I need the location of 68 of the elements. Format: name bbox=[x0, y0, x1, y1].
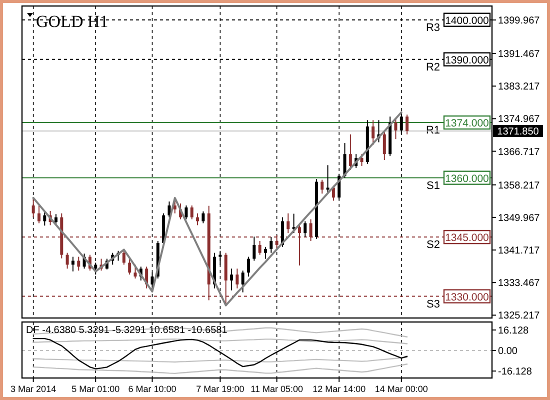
candlestick bbox=[168, 200, 171, 218]
annotation: 1374.000 bbox=[445, 118, 490, 130]
candlestick bbox=[326, 164, 330, 194]
candlestick bbox=[372, 120, 375, 146]
y-tick-label: 1325.217 bbox=[498, 310, 540, 322]
ref-line-label: 1371.850 bbox=[497, 126, 540, 138]
candlestick bbox=[348, 134, 352, 170]
annotation: 1390.000 bbox=[445, 54, 490, 66]
candlestick bbox=[66, 252, 69, 270]
candlestick bbox=[37, 204, 40, 224]
annotation: 1345.000 bbox=[445, 232, 490, 244]
candlestick bbox=[184, 204, 188, 220]
y-tick-label: -16.128 bbox=[498, 366, 532, 378]
annotation: 1330.000 bbox=[445, 291, 490, 304]
candlestick bbox=[406, 114, 409, 135]
chart-title: GOLD H1 bbox=[36, 12, 108, 31]
ref-line-label: R3 bbox=[426, 22, 440, 34]
x-tick-label: 12 Mar 14:00 bbox=[312, 384, 366, 394]
line-series bbox=[32, 364, 408, 374]
x-tick-label: 3 Mar 2014 bbox=[10, 384, 56, 394]
candlestick bbox=[236, 268, 239, 289]
x-tick-label: 11 Mar 05:00 bbox=[250, 384, 304, 394]
candlestick bbox=[247, 256, 250, 278]
x-tick-label: 7 Mar 19:00 bbox=[196, 384, 244, 394]
chart-title: DF -4.6380 5.3291 -5.3291 10.6581 -10.6581 bbox=[26, 325, 228, 336]
candlestick bbox=[320, 179, 324, 194]
y-tick-label: 1366.717 bbox=[498, 146, 540, 158]
line-series bbox=[32, 111, 402, 306]
candlestick bbox=[360, 154, 364, 166]
y-tick-label: 0.00 bbox=[498, 346, 518, 358]
y-tick-label: 1358.217 bbox=[498, 180, 540, 192]
candlestick bbox=[230, 268, 234, 291]
candlestick bbox=[134, 264, 137, 280]
candlestick bbox=[77, 256, 80, 272]
candlestick bbox=[32, 197, 35, 218]
annotation: 1400.000 bbox=[445, 14, 490, 27]
candlestick bbox=[241, 270, 244, 293]
y-tick-label: 1349.967 bbox=[498, 212, 540, 224]
y-tick-label: 1341.717 bbox=[498, 246, 540, 257]
x-tick-label: 14 Mar 00:00 bbox=[374, 384, 428, 394]
candlestick bbox=[382, 130, 386, 161]
x-tick-label: 5 Mar 01:00 bbox=[72, 384, 120, 394]
candlestick bbox=[264, 246, 267, 260]
y-tick-label: 1374.967 bbox=[498, 114, 540, 126]
candlestick bbox=[258, 240, 262, 256]
candlestick bbox=[71, 256, 74, 272]
candlestick bbox=[202, 210, 205, 224]
y-tick-label: 1333.467 bbox=[498, 278, 540, 290]
ref-line-label: S2 bbox=[426, 239, 440, 252]
y-tick-label: 16.128 bbox=[498, 325, 530, 336]
candlestick bbox=[270, 236, 273, 254]
ref-line-label: S1 bbox=[426, 180, 440, 192]
y-tick-label: 1391.467 bbox=[498, 49, 540, 60]
annotation: 1360.000 bbox=[445, 172, 490, 185]
ref-line-label: S3 bbox=[426, 298, 440, 310]
x-tick-label: 6 Mar 10:00 bbox=[128, 384, 176, 394]
candlestick bbox=[43, 210, 46, 226]
candlestick bbox=[252, 236, 256, 262]
candlestick bbox=[394, 118, 398, 140]
candlestick bbox=[286, 212, 290, 234]
ref-line-label: R2 bbox=[426, 61, 440, 74]
y-tick-label: 1383.217 bbox=[498, 82, 540, 93]
y-tick-label: 1399.967 bbox=[498, 15, 540, 26]
candlestick bbox=[280, 216, 284, 248]
candlestick bbox=[122, 249, 126, 266]
candlestick bbox=[190, 204, 194, 220]
candlestick bbox=[304, 220, 307, 238]
candlestick bbox=[128, 258, 132, 276]
